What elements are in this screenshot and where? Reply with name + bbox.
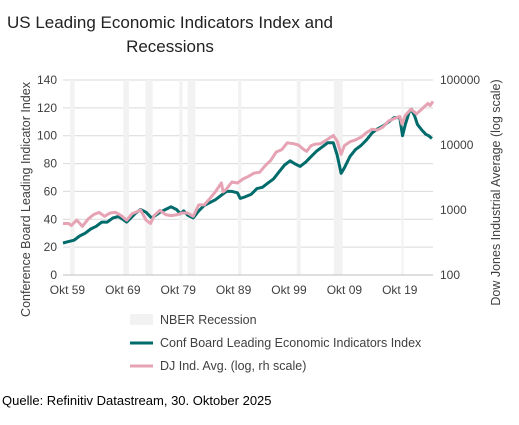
y-tick-label: 120 xyxy=(37,101,57,115)
recession-band xyxy=(123,80,129,275)
y-tick-label: 100 xyxy=(37,129,57,143)
y-tick-label: 80 xyxy=(44,157,58,171)
dj-line xyxy=(63,100,435,228)
x-tick-label: Okt 99 xyxy=(271,283,307,297)
x-tick-label: Okt 09 xyxy=(327,283,363,297)
legend-label: Conf Board Leading Economic Indicators I… xyxy=(160,336,422,350)
chart-title-line: US Leading Economic Indicators Index and xyxy=(7,13,333,32)
y-tick-label: 0 xyxy=(50,268,57,282)
grid-lines xyxy=(63,79,433,248)
legend-swatch xyxy=(130,314,153,325)
x-tick-label: Okt 89 xyxy=(216,283,252,297)
x-axis-ticks: Okt 59 Okt 69 Okt 79 Okt 89 Okt 99 Okt 09 Okt … xyxy=(50,283,418,297)
y2-axis-ticks: 100 1000 10000 100000 xyxy=(440,73,480,282)
recession-band xyxy=(70,80,75,275)
x-tick-label: Okt 69 xyxy=(105,283,141,297)
y-tick-label: 20 xyxy=(44,240,58,254)
y2-axis-label: Dow Jones Industrial Average (log scale) xyxy=(489,79,503,305)
x-tick-label: Okt 59 xyxy=(50,283,86,297)
y-tick-label: 140 xyxy=(37,73,57,87)
leading-indicators-chart: US Leading Economic Indicators Index and… xyxy=(7,13,503,373)
legend-label: NBER Recession xyxy=(160,313,257,327)
recession-band xyxy=(333,80,343,275)
x-tick-label: Okt 79 xyxy=(161,283,197,297)
recession-band xyxy=(401,80,404,275)
y2-tick-label: 1000 xyxy=(440,203,467,217)
legend-label: DJ Ind. Avg. (log, rh scale) xyxy=(160,359,306,373)
recession-band xyxy=(179,80,183,275)
recession-band xyxy=(238,80,242,275)
recession-band xyxy=(145,80,153,275)
y-tick-label: 40 xyxy=(44,212,58,226)
recession-band xyxy=(296,80,301,275)
y2-tick-label: 10000 xyxy=(440,138,474,152)
recession-bands xyxy=(70,80,404,275)
y2-tick-label: 100000 xyxy=(440,73,480,87)
recession-band xyxy=(187,80,196,275)
legend: NBER Recession Conf Board Leading Economi… xyxy=(130,313,422,373)
source-note: Quelle: Refinitiv Datastream, 30. Oktobe… xyxy=(2,393,272,408)
chart-title-line: Recessions xyxy=(126,37,214,56)
series-lines xyxy=(62,100,435,245)
y-tick-label: 60 xyxy=(44,184,58,198)
y-axis-label: Conference Board Leading Indicator Index xyxy=(19,81,33,317)
x-tick-label: Okt 19 xyxy=(382,283,418,297)
chart-title: US Leading Economic Indicators Index and… xyxy=(7,13,333,56)
y2-tick-label: 100 xyxy=(440,268,460,282)
y-axis-ticks: 0 20 40 60 80 100 120 140 xyxy=(37,73,57,282)
